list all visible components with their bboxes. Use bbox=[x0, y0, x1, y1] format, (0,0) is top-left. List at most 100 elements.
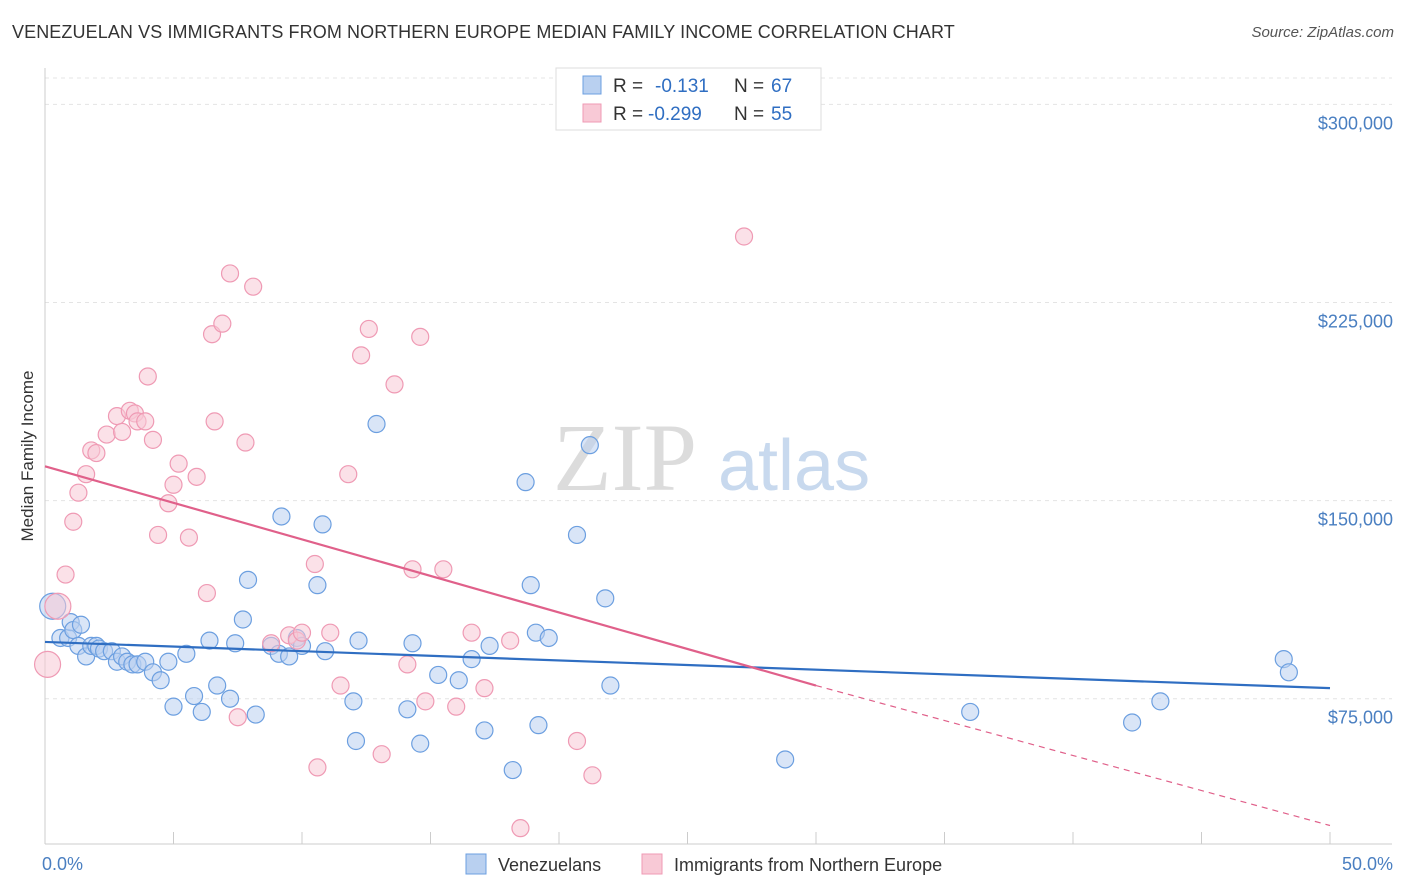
immigrants-point bbox=[359, 319, 378, 339]
immigrants-point bbox=[262, 634, 281, 653]
venezuelans-trend-line bbox=[44, 640, 1331, 690]
venezuelans-point bbox=[159, 652, 178, 671]
venezuelans-point bbox=[246, 705, 265, 724]
venezuelans-point bbox=[226, 634, 245, 653]
axes bbox=[44, 68, 1392, 845]
grid bbox=[45, 77, 1392, 700]
y-axis-title: Median Family Income bbox=[18, 370, 37, 541]
venezuelans-point bbox=[521, 576, 540, 595]
immigrants-point bbox=[331, 676, 350, 695]
immigrants-point bbox=[372, 745, 391, 764]
venezuelans-point bbox=[313, 515, 332, 534]
immigrants-point bbox=[321, 623, 340, 642]
venezuelans-point bbox=[349, 631, 368, 650]
venezuelans-point bbox=[539, 628, 558, 648]
immigrants-trend-line bbox=[44, 465, 817, 687]
immigrants-point bbox=[734, 227, 754, 246]
chart-title: VENEZUELAN VS IMMIGRANTS FROM NORTHERN E… bbox=[12, 22, 955, 42]
immigrants-point bbox=[511, 819, 530, 838]
immigrants-point bbox=[462, 623, 481, 642]
y-tick-label-1: $150,000 bbox=[1318, 510, 1393, 530]
immigrants-point bbox=[244, 277, 263, 296]
watermark-zip: ZIP bbox=[553, 404, 697, 511]
bottom-legend: Venezuelans Immigrants from Northern Eur… bbox=[465, 853, 942, 875]
legend-n-value-1: 55 bbox=[771, 104, 792, 125]
immigrants-point bbox=[213, 314, 232, 333]
venezuelans-point bbox=[398, 700, 417, 719]
immigrants-point bbox=[583, 766, 602, 785]
legend-r-label-1: R = bbox=[613, 104, 643, 125]
legend-n-label-0: N = bbox=[734, 76, 764, 97]
venezuelans-point bbox=[475, 721, 494, 740]
bottom-legend-swatch-venezuelans bbox=[465, 853, 487, 875]
venezuelans-point bbox=[71, 615, 91, 634]
venezuelans-point bbox=[1151, 692, 1170, 711]
immigrants-point bbox=[305, 554, 324, 574]
venezuelans-point bbox=[308, 576, 327, 595]
venezuelans-point bbox=[776, 750, 795, 769]
venezuelans-point bbox=[151, 671, 170, 690]
bottom-legend-swatch-immigrants bbox=[641, 853, 663, 875]
venezuelans-point bbox=[503, 760, 522, 780]
immigrants-point bbox=[236, 433, 255, 452]
venezuelans-point bbox=[280, 647, 299, 666]
legend-r-label-0: R = bbox=[613, 76, 643, 97]
venezuelans-point bbox=[164, 697, 183, 716]
venezuelans-point bbox=[200, 631, 219, 650]
venezuelans-point bbox=[529, 716, 548, 735]
immigrants-point bbox=[44, 592, 72, 620]
venezuelans-point bbox=[192, 702, 211, 722]
immigrants-point bbox=[69, 483, 88, 502]
immigrants-point bbox=[87, 443, 106, 463]
immigrants-point bbox=[64, 512, 83, 531]
venezuelans-point bbox=[184, 686, 204, 706]
immigrants-point bbox=[228, 708, 247, 727]
immigrants-point bbox=[501, 631, 520, 650]
legend-swatch-venezuelans bbox=[582, 75, 602, 95]
venezuelans-point bbox=[449, 671, 468, 690]
series-immigrants-northern-europe bbox=[33, 227, 754, 838]
immigrants-point bbox=[112, 422, 132, 442]
x-tick-label-max: 50.0% bbox=[1342, 854, 1393, 874]
venezuelans-point bbox=[601, 676, 620, 695]
bottom-legend-label-immigrants: Immigrants from Northern Europe bbox=[674, 855, 942, 875]
immigrants-point bbox=[416, 692, 435, 711]
immigrants-point bbox=[220, 264, 240, 283]
venezuelans-point bbox=[1123, 713, 1142, 732]
venezuelans-point bbox=[272, 507, 291, 526]
immigrants-point bbox=[385, 375, 404, 394]
venezuelans-point bbox=[1279, 663, 1298, 682]
venezuelans-point bbox=[411, 734, 430, 753]
venezuelans-point bbox=[220, 689, 240, 708]
legend: R = -0.131 N = 67 R = -0.299 N = 55 bbox=[555, 67, 822, 131]
legend-r-value-1: -0.299 bbox=[648, 104, 702, 125]
immigrants-point bbox=[56, 565, 75, 584]
legend-swatch-immigrants bbox=[582, 103, 602, 123]
venezuelans-point bbox=[480, 636, 499, 655]
venezuelans-point bbox=[403, 634, 422, 653]
watermark-atlas: atlas bbox=[718, 426, 870, 506]
venezuelans-point bbox=[567, 525, 587, 545]
y-tick-label-2: $225,000 bbox=[1318, 312, 1393, 332]
immigrants-point bbox=[475, 679, 494, 698]
venezuelans-point bbox=[346, 731, 366, 751]
immigrants-point bbox=[179, 528, 199, 547]
immigrants-point bbox=[136, 412, 155, 431]
immigrants-trend-extension bbox=[815, 684, 1331, 827]
venezuelans-point bbox=[516, 473, 535, 492]
immigrants-point bbox=[164, 475, 183, 494]
venezuelans-point bbox=[961, 702, 980, 722]
immigrants-point bbox=[567, 731, 587, 751]
venezuelans-point bbox=[429, 665, 448, 685]
immigrants-point bbox=[138, 367, 157, 386]
x-tick-label-min: 0.0% bbox=[42, 854, 83, 874]
venezuelans-point bbox=[208, 676, 227, 695]
watermark: ZIP atlas bbox=[553, 404, 870, 511]
immigrants-point bbox=[197, 583, 217, 603]
venezuelans-point bbox=[344, 692, 363, 711]
venezuelans-point bbox=[580, 436, 599, 455]
immigrants-point bbox=[169, 454, 188, 473]
venezuelans-point bbox=[596, 589, 615, 608]
venezuelans-point bbox=[238, 570, 258, 589]
immigrants-point bbox=[447, 697, 466, 716]
